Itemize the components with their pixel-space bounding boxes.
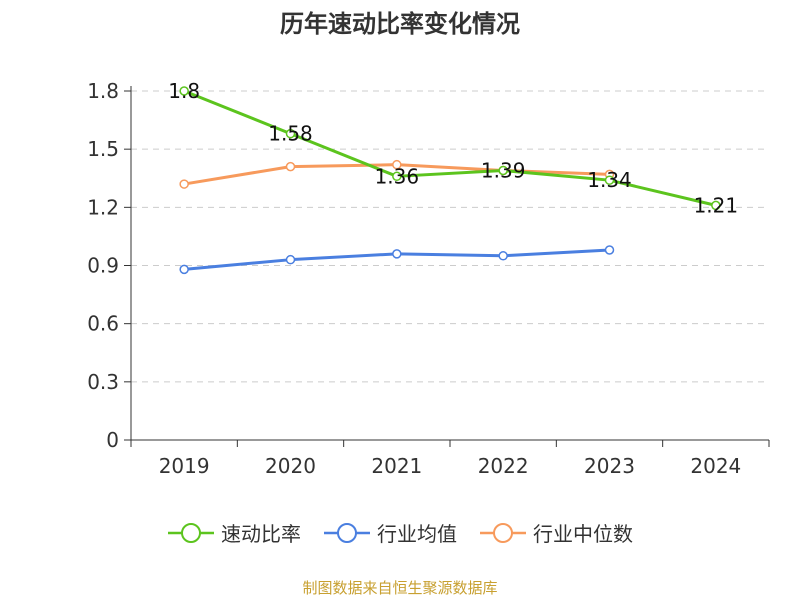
legend-item[interactable]: 行业中位数 [479,518,633,547]
legend-marker-icon [480,522,526,543]
chart-title: 历年速动比率变化情况 [280,10,520,38]
x-tick-label: 2022 [478,454,529,478]
source-note: 制图数据来自恒生聚源数据库 [302,579,498,597]
y-tick-label: 0.6 [87,312,119,336]
data-point [179,264,189,275]
data-point [604,175,615,185]
x-tick-label: 2019 [159,454,210,478]
y-tick-label: 1.5 [87,137,119,161]
data-label: 1.58 [268,122,313,146]
x-tick-label: 2024 [690,454,741,478]
data-point [392,171,402,182]
y-tick-label: 0 [106,428,119,452]
data-point [711,200,721,211]
data-label: 1.8 [168,79,200,103]
x-tick-label: 2020 [265,454,316,478]
y-tick-label: 1.2 [87,195,119,219]
legend-label: 行业均值 [377,522,457,546]
data-label: 1.21 [694,193,739,217]
data-point [392,159,402,170]
y-tick-label: 0.9 [87,254,119,278]
data-label: 1.36 [375,164,420,188]
data-point [392,249,402,259]
data-point [285,254,296,265]
data-point [604,245,615,255]
data-point [179,86,189,96]
legend-item[interactable]: 速动比率 [167,518,301,547]
data-point [498,251,508,261]
legend-label: 行业中位数 [533,522,633,546]
data-label: 1.39 [481,158,526,182]
legend-item[interactable]: 行业均值 [323,518,457,547]
legend-marker-icon [324,522,370,543]
data-label: 1.34 [587,168,632,192]
legend-marker-icon [168,522,214,543]
data-point [498,165,508,176]
data-point [285,128,296,139]
y-tick-label: 0.3 [87,370,119,394]
chart-legend: 速动比率 行业均值 行业中位数 [0,518,800,547]
y-tick-label: 1.8 [87,79,119,103]
data-point [285,161,296,172]
series-line [183,89,717,207]
x-tick-label: 2021 [371,454,422,478]
x-tick-label: 2023 [584,454,635,478]
legend-label: 速动比率 [221,522,301,546]
data-point [179,179,189,189]
